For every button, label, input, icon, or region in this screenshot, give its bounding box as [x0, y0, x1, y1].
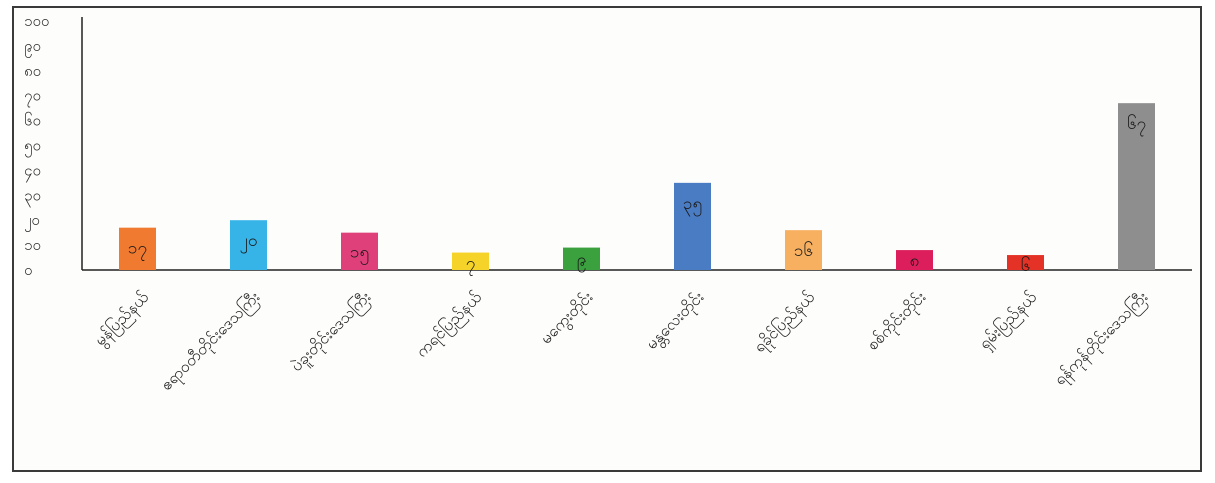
y-tick-label: ၈၀ — [24, 62, 41, 80]
y-tick-label: ၂၀ — [24, 211, 40, 232]
x-category-label: ရခိုင်ပြည်နယ် — [750, 287, 821, 358]
y-tick-label: ၄၀ — [24, 161, 41, 182]
bar[interactable] — [674, 182, 711, 270]
bar[interactable] — [230, 220, 267, 270]
bar[interactable] — [452, 252, 489, 270]
x-category-label: ပဲခူးတိုင်းဒေသကြီး — [287, 287, 377, 377]
bar[interactable] — [341, 232, 378, 270]
x-category-label: ဧရာဝတီတိုင်းဒေသကြီး — [156, 287, 265, 396]
bar-value-label: ၇ — [466, 254, 476, 277]
bar[interactable] — [1007, 255, 1044, 270]
y-tick-label: ၅၀ — [24, 137, 41, 158]
x-category-label: မွန်ပြည်နယ် — [90, 287, 154, 351]
bar[interactable] — [119, 227, 156, 270]
bar-value-label: ၈ — [910, 251, 920, 271]
bar-value-label: ၉ — [577, 250, 587, 273]
x-category-label: ကရင်ပြည်နယ် — [412, 287, 488, 363]
y-tick-label: ၃၀ — [24, 186, 41, 207]
bar[interactable] — [1118, 103, 1155, 270]
y-tick-label: ၁၀၀ — [24, 12, 49, 30]
chart-frame: ၀ ၁၀ ၂၀ ၃၀ ၄၀ ၅၀ ၆၀ ၇၀ ၈၀ ၉၀ ၁၀၀၁၇မွန်ပြည်နယ် ၂၀ဧရာ… — [12, 6, 1202, 472]
y-tick-label: ၆၀ — [24, 112, 41, 130]
y-tick-label: ၀ — [24, 261, 32, 279]
bar-value-label: ၁၇ — [128, 239, 147, 262]
bar[interactable] — [896, 250, 933, 270]
y-tick-label: ၉၀ — [24, 37, 41, 58]
bar-value-label: ၂၀ — [240, 231, 258, 254]
x-category-label: ရန်ကုန်တိုင်းဒေသကြီး — [1050, 287, 1153, 390]
x-category-label: စစ်ကိုင်းတိုင်း — [863, 287, 932, 356]
bar-value-label: ၆၇ — [1127, 113, 1146, 137]
y-tick-label: ၁၀ — [24, 236, 41, 254]
x-category-label: မကွေးတိုင်း — [536, 287, 598, 349]
x-category-label: ရှမ်းပြည်နယ် — [975, 287, 1043, 355]
bar[interactable] — [785, 230, 822, 270]
bar[interactable] — [563, 247, 600, 270]
bar-value-label: ၁၅ — [350, 242, 369, 265]
bar-value-label: ၆ — [1021, 255, 1031, 276]
bar-value-label: ၁၆ — [794, 240, 813, 261]
bar-value-label: ၃၅ — [683, 194, 702, 217]
y-tick-label: ၇၀ — [24, 87, 41, 108]
x-category-label: မန္တလေးတိုင်း — [642, 287, 710, 355]
